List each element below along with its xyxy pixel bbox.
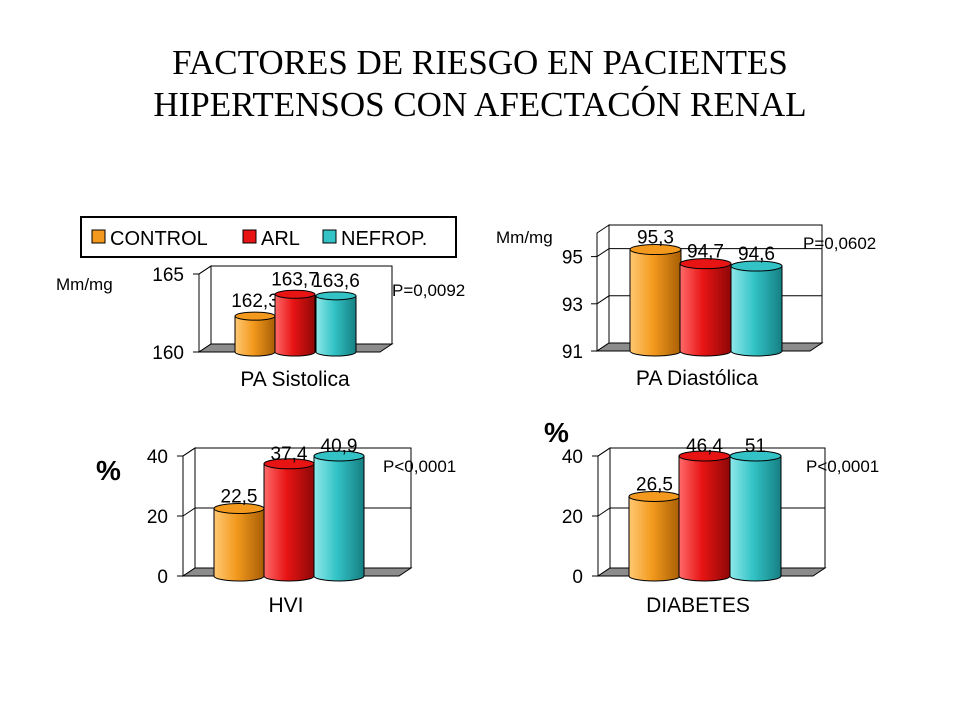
grid-line <box>198 265 392 275</box>
bar-top-nefrop <box>313 450 365 462</box>
bar-top-control <box>629 244 682 256</box>
legend-label-control: CONTROL <box>110 228 208 250</box>
data-label-control: 162,3 <box>231 291 279 312</box>
y-tick-label: 40 <box>147 447 168 468</box>
x-label-hvi: HVI <box>268 594 303 617</box>
grid-line <box>596 248 822 258</box>
bar-body-arl <box>679 263 732 357</box>
bar-nefrop: 94,6 <box>730 244 783 357</box>
bar-top-arl <box>679 258 732 270</box>
legend: CONTROL ARL NEFROP. <box>80 216 457 258</box>
p-value-diabetes: P<0,0001 <box>806 457 879 476</box>
legend-swatch-control <box>91 229 106 244</box>
y-tick-label: 20 <box>562 507 583 528</box>
grid-line <box>597 447 825 457</box>
data-label-nefrop: 51 <box>745 436 766 457</box>
data-label-arl: 46,4 <box>686 436 723 457</box>
bar-top-nefrop <box>730 260 783 272</box>
bar-nefrop: 163,6 <box>312 271 360 357</box>
bar-top-control <box>234 311 276 321</box>
data-label-arl: 163,7 <box>271 269 319 290</box>
y-tick-label: 20 <box>147 507 168 528</box>
legend-swatch-nefrop <box>322 229 337 244</box>
y-tick-label: 165 <box>152 265 184 286</box>
bar-body-nefrop <box>730 265 783 357</box>
bar-arl: 37,4 <box>263 444 315 582</box>
y-unit-pa-diastolica: Mm/mg <box>496 228 553 247</box>
bar-arl: 46,4 <box>678 436 731 582</box>
bar-arl: 163,7 <box>271 269 319 357</box>
p-value-pa-sistolica: P=0,0092 <box>392 281 465 300</box>
bar-top-nefrop <box>315 291 357 301</box>
y-unit-pa-sistolica: Mm/mg <box>56 275 113 294</box>
x-label-pa-diastolica: PA Diastólica <box>636 367 758 390</box>
legend-item-arl: ARL <box>242 228 300 250</box>
bar-control: 95,3 <box>629 228 682 357</box>
p-value-pa-diastolica: P=0,0602 <box>803 234 876 253</box>
bars-diabetes: 26,5 46,4 51 <box>628 436 782 582</box>
y-tick-label: 160 <box>152 343 184 364</box>
bar-nefrop: 40,9 <box>313 436 365 582</box>
side-wall <box>198 265 212 353</box>
chart-pa-diastolica: 91 93 95 95,3 94,7 94,6 Mm/mg P=0,0602 PA Di… <box>496 224 876 390</box>
bar-control: 22,5 <box>213 487 265 582</box>
bar-arl: 94,7 <box>679 242 732 357</box>
bar-body-nefrop <box>313 455 365 582</box>
data-label-nefrop: 40,9 <box>321 436 358 457</box>
y-tick-label: 95 <box>562 248 583 269</box>
y-tick-label: 93 <box>562 295 583 316</box>
bar-body-nefrop <box>315 295 357 357</box>
chart-hvi: 0 20 40 22,5 37,4 40,9 % P<0,0001 HVI <box>96 436 456 617</box>
bar-body-control <box>629 249 682 357</box>
data-label-control: 22,5 <box>221 487 258 508</box>
legend-item-nefrop: NEFROP. <box>322 228 427 250</box>
y-tick-label: 0 <box>572 567 583 588</box>
bar-top-arl <box>274 289 316 299</box>
legend-box <box>80 216 457 258</box>
y-unit-diabetes: % <box>544 417 569 448</box>
y-unit-hvi: % <box>96 455 121 486</box>
legend-label-arl: ARL <box>261 228 300 250</box>
legend-item-control: CONTROL <box>91 228 208 250</box>
bar-body-arl <box>274 293 316 357</box>
slide-title: FACTORES DE RIESGO EN PACIENTES HIPERTEN… <box>40 42 920 126</box>
legend-label-nefrop: NEFROP. <box>341 228 427 250</box>
y-tick-label: 0 <box>157 567 168 588</box>
side-wall <box>596 224 610 352</box>
bar-nefrop: 51 <box>729 436 782 582</box>
x-label-pa-sistolica: PA Sistolica <box>240 368 350 391</box>
bar-body-control <box>234 315 276 357</box>
data-label-arl: 37,4 <box>271 444 308 465</box>
data-label-control: 26,5 <box>636 475 673 496</box>
data-label-nefrop: 94,6 <box>738 244 775 265</box>
bars-hvi: 22,5 37,4 40,9 <box>213 436 365 582</box>
bar-control: 162,3 <box>231 291 279 357</box>
x-label-diabetes: DIABETES <box>646 594 750 617</box>
bar-body-control <box>628 496 681 582</box>
slide-title-line-2: HIPERTENSOS CON AFECTACÓN RENAL <box>153 85 807 124</box>
y-tick-label: 91 <box>562 342 583 363</box>
bar-control: 26,5 <box>628 475 681 582</box>
bar-body-nefrop <box>729 455 782 582</box>
data-label-control: 95,3 <box>637 228 674 249</box>
legend-swatch-arl <box>242 229 257 244</box>
data-label-nefrop: 163,6 <box>312 271 360 292</box>
slide-title-line-1: FACTORES DE RIESGO EN PACIENTES <box>172 43 788 82</box>
p-value-hvi: P<0,0001 <box>383 457 456 476</box>
y-tick-label: 40 <box>562 447 583 468</box>
bar-top-nefrop <box>729 450 782 462</box>
data-label-arl: 94,7 <box>687 242 724 263</box>
bar-body-arl <box>263 463 315 582</box>
bars-pa-diastolica: 95,3 94,7 94,6 <box>629 228 783 357</box>
grid-line <box>182 447 411 457</box>
bar-body-arl <box>678 455 731 582</box>
bar-body-control <box>213 508 265 582</box>
chart-diabetes: 0 20 40 26,5 46,4 51 % P<0,0001 DIABETES <box>544 417 879 617</box>
